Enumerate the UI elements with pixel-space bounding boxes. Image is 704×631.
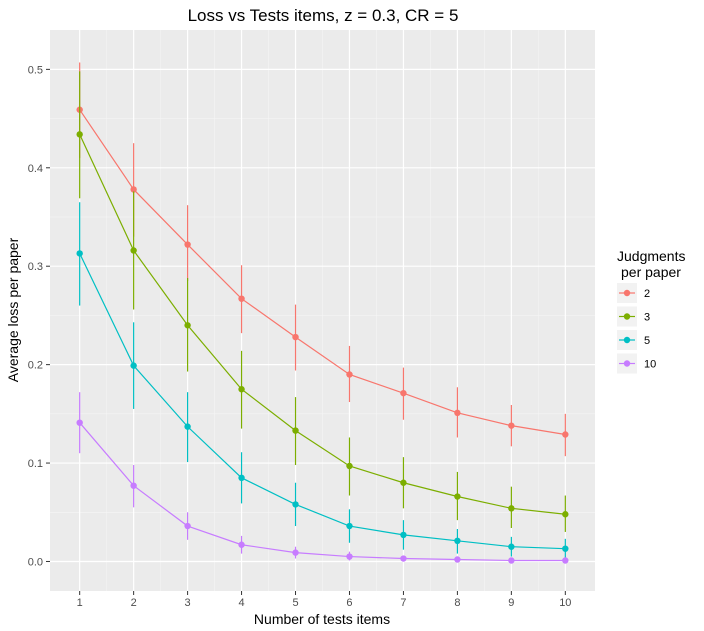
y-axis-label: Average loss per paper	[5, 237, 21, 382]
data-point	[400, 389, 407, 397]
y-tick-label: 0.5	[28, 64, 43, 76]
x-tick-label: 5	[292, 597, 298, 609]
data-point	[238, 474, 245, 482]
data-point	[292, 333, 299, 341]
data-point	[454, 493, 461, 500]
x-tick-label: 10	[559, 597, 571, 609]
legend: Judgments per paper 2 3 5 10	[617, 248, 685, 374]
data-point	[292, 549, 299, 556]
series-line	[79, 422, 566, 562]
legend-key-point	[623, 336, 631, 344]
data-point	[238, 541, 245, 548]
x-tick-label: 8	[454, 597, 460, 609]
data-point	[76, 131, 83, 138]
series-5	[76, 202, 569, 558]
x-tick-label: 3	[185, 597, 191, 609]
data-point	[130, 362, 137, 369]
data-point	[562, 431, 569, 438]
x-tick-label: 6	[346, 597, 352, 609]
y-tick-label: 0.3	[28, 261, 43, 273]
x-tick-label: 2	[131, 597, 137, 609]
data-point	[508, 543, 515, 550]
y-tick-label: 0.1	[28, 458, 43, 470]
axis-ticks: 0.0 0.1 0.2 0.3 0.4 0.5 1 2 3 4 5 6 7 8 9 10	[28, 64, 572, 609]
data-point	[400, 479, 407, 486]
x-tick-label: 4	[238, 597, 244, 609]
data-point	[454, 409, 461, 417]
y-tick-label: 0.0	[28, 556, 43, 568]
series-layer	[76, 62, 569, 564]
data-point	[562, 557, 569, 564]
x-tick-label: 9	[508, 597, 514, 609]
data-point	[346, 371, 353, 378]
data-point	[346, 553, 353, 560]
data-point	[454, 556, 461, 563]
legend-label: 5	[644, 335, 650, 347]
data-point	[238, 386, 245, 393]
data-point	[292, 427, 299, 434]
data-point	[130, 482, 137, 489]
legend-item: 10	[617, 353, 656, 374]
data-point	[238, 295, 245, 302]
data-point	[508, 422, 515, 429]
data-point	[76, 419, 83, 426]
series-line	[79, 253, 566, 550]
grid-lines	[50, 30, 595, 591]
series-10	[76, 392, 569, 564]
data-point	[562, 545, 569, 552]
legend-label: 10	[644, 359, 656, 371]
series-line	[79, 134, 566, 515]
data-point	[400, 555, 407, 562]
series-line	[79, 109, 566, 436]
legend-title-line-2: per paper	[621, 264, 681, 280]
y-tick-label: 0.4	[28, 163, 43, 175]
legend-label: 2	[644, 288, 650, 300]
legend-item: 2	[617, 283, 650, 303]
data-point	[400, 531, 407, 539]
data-point	[130, 186, 137, 193]
data-point	[184, 423, 191, 430]
legend-key-point	[623, 313, 631, 320]
data-point	[508, 505, 515, 512]
data-point	[184, 322, 191, 329]
legend-key-point	[623, 360, 631, 367]
chart-title: Loss vs Tests items, z = 0.3, CR = 5	[188, 6, 459, 25]
x-tick-label: 1	[77, 597, 83, 609]
legend-key-point	[623, 289, 631, 297]
y-tick-label: 0.2	[28, 360, 43, 372]
data-point	[292, 501, 299, 508]
data-point	[346, 462, 353, 470]
x-tick-label: 7	[400, 597, 406, 609]
legend-title-line-1: Judgments	[617, 248, 685, 264]
legend-label: 3	[644, 312, 650, 324]
data-point	[130, 247, 137, 254]
data-point	[184, 241, 191, 248]
data-point	[346, 522, 353, 530]
data-point	[76, 250, 83, 257]
x-axis-label: Number of tests items	[254, 611, 390, 627]
data-point	[454, 537, 461, 545]
legend-item: 5	[617, 330, 650, 350]
data-point	[184, 522, 191, 530]
legend-item: 3	[617, 306, 650, 327]
series-3	[76, 71, 569, 532]
data-point	[508, 557, 515, 564]
data-point	[562, 511, 569, 518]
